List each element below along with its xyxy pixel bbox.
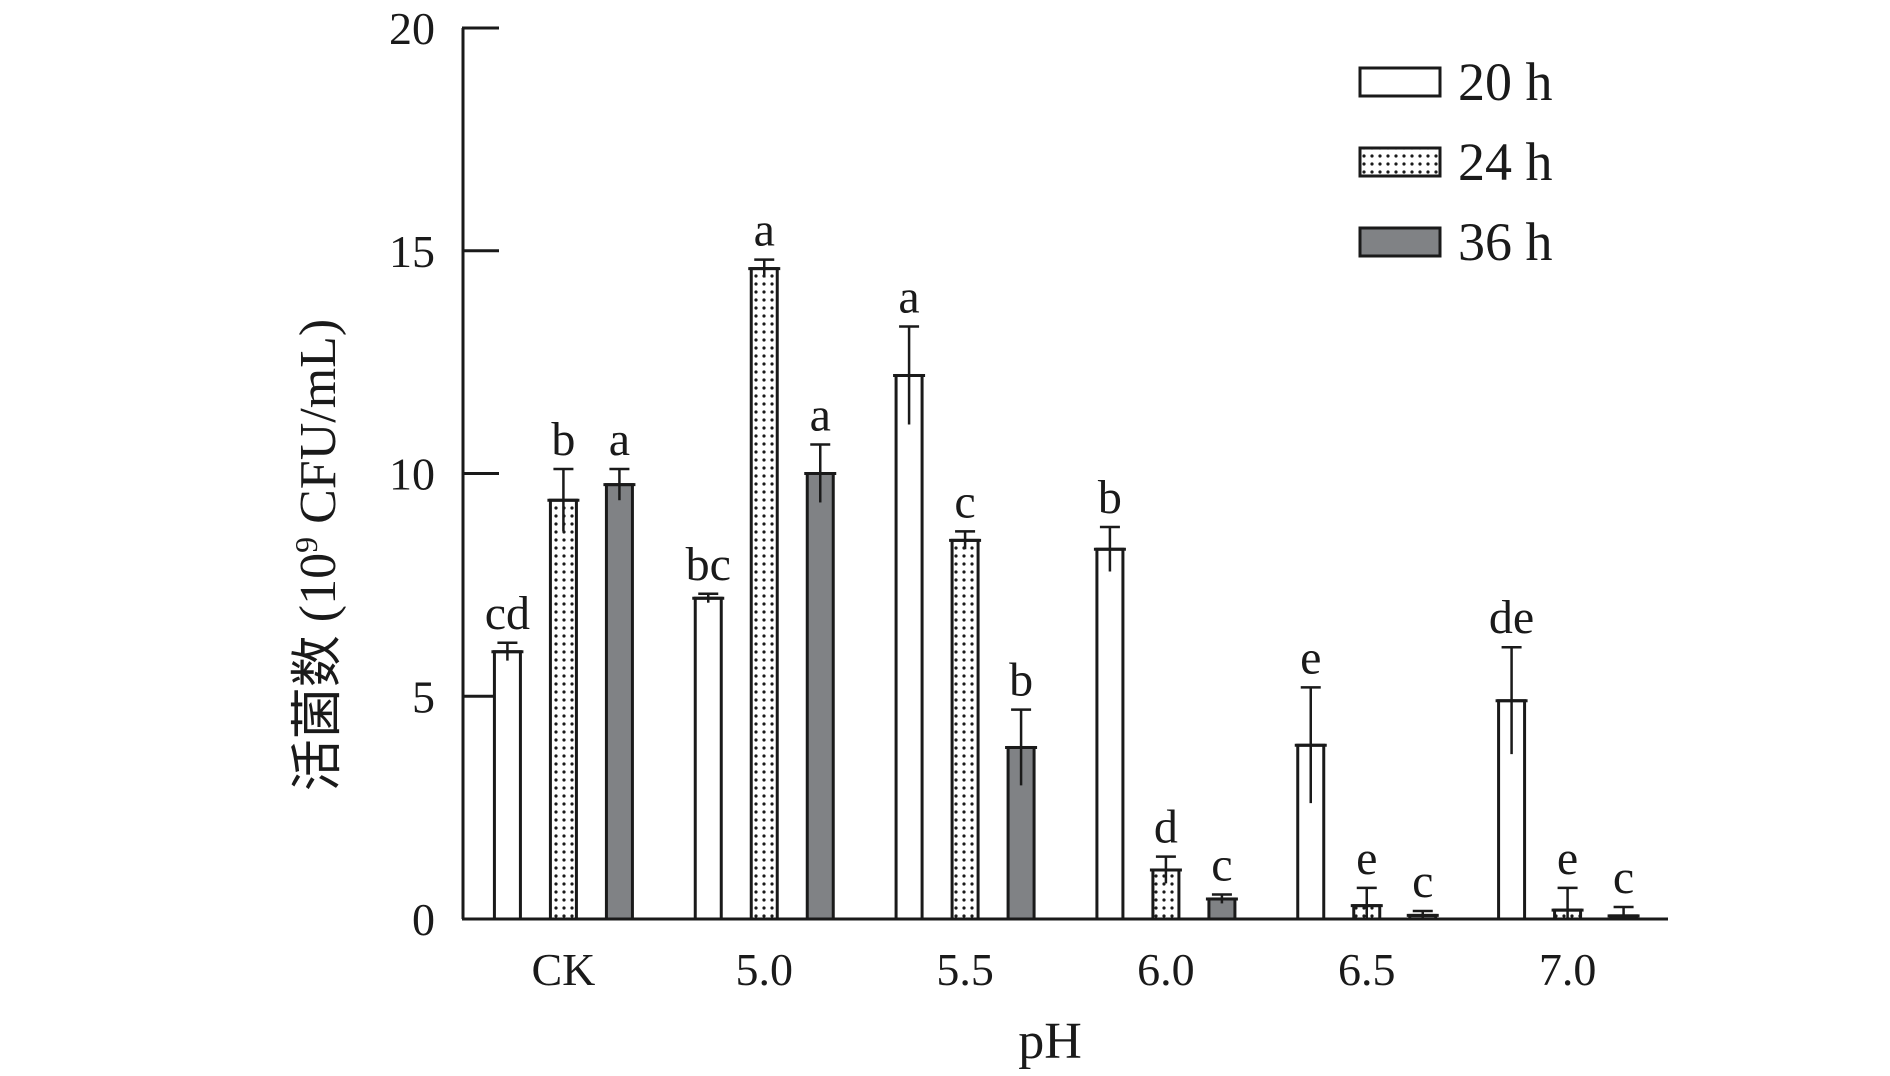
legend-label: 36 h	[1458, 212, 1553, 272]
significance-letter: e	[1300, 631, 1321, 684]
y-tick-label: 5	[412, 671, 435, 722]
significance-letter: a	[898, 270, 919, 323]
bar	[548, 498, 578, 921]
bar	[805, 472, 835, 921]
significance-letter: a	[754, 204, 775, 257]
y-tick-label: 0	[412, 894, 435, 945]
x-tick-label: 6.5	[1338, 944, 1396, 995]
y-tick-label: 10	[389, 449, 435, 500]
y-tick-label: 15	[389, 226, 435, 277]
legend: 20 h 24 h 36 h	[1358, 52, 1553, 272]
x-tick-label: 6.0	[1137, 944, 1195, 995]
significance-letter: c	[1211, 838, 1232, 891]
x-tick-label: 5.0	[736, 944, 794, 995]
significance-letter: c	[1412, 855, 1433, 908]
bar	[492, 650, 522, 921]
significance-letter: cd	[485, 587, 530, 640]
y-axis-title-tail: CFU/mL)	[290, 319, 347, 537]
error-bars	[491, 258, 1640, 919]
significance-letter: de	[1489, 591, 1534, 644]
legend-label: 20 h	[1458, 52, 1553, 112]
y-axis-title-main: 活菌数 (10	[290, 553, 347, 791]
significance-letter: a	[609, 413, 630, 466]
significance-letter: e	[1356, 832, 1377, 885]
significance-letter: c	[954, 475, 975, 528]
x-tick-label: CK	[531, 944, 595, 995]
significance-letter: b	[551, 413, 575, 466]
bar	[693, 596, 723, 921]
legend-swatch	[1358, 226, 1442, 258]
significance-letter: c	[1613, 851, 1634, 904]
x-tick-label: 7.0	[1539, 944, 1597, 995]
y-ticks: 0 5 10 15 20	[389, 3, 499, 945]
significance-letter: b	[1098, 471, 1122, 524]
significance-letter: b	[1009, 654, 1033, 707]
bar	[604, 483, 634, 921]
significance-letter: e	[1557, 832, 1578, 885]
legend-swatch	[1358, 146, 1442, 178]
y-axis-title: 活菌数 (109 CFU/mL)	[288, 319, 347, 791]
bars	[492, 267, 1639, 921]
y-tick-label: 20	[389, 3, 435, 54]
x-axis-title: pH	[1018, 1013, 1082, 1070]
significance-letter: d	[1154, 801, 1178, 854]
x-tick-labels: CK 5.0 5.5 6.0 6.5 7.0	[531, 944, 1596, 995]
bar	[950, 538, 980, 921]
bar	[1095, 547, 1125, 921]
bar	[1296, 743, 1326, 921]
significance-letter: bc	[686, 538, 731, 591]
legend-swatch	[1358, 66, 1442, 98]
bar	[894, 373, 924, 921]
y-axis-title-sup: 9	[288, 537, 324, 553]
x-tick-label: 5.5	[936, 944, 994, 995]
significance-letter: a	[810, 389, 831, 442]
bar	[749, 267, 779, 921]
legend-label: 24 h	[1458, 132, 1553, 192]
